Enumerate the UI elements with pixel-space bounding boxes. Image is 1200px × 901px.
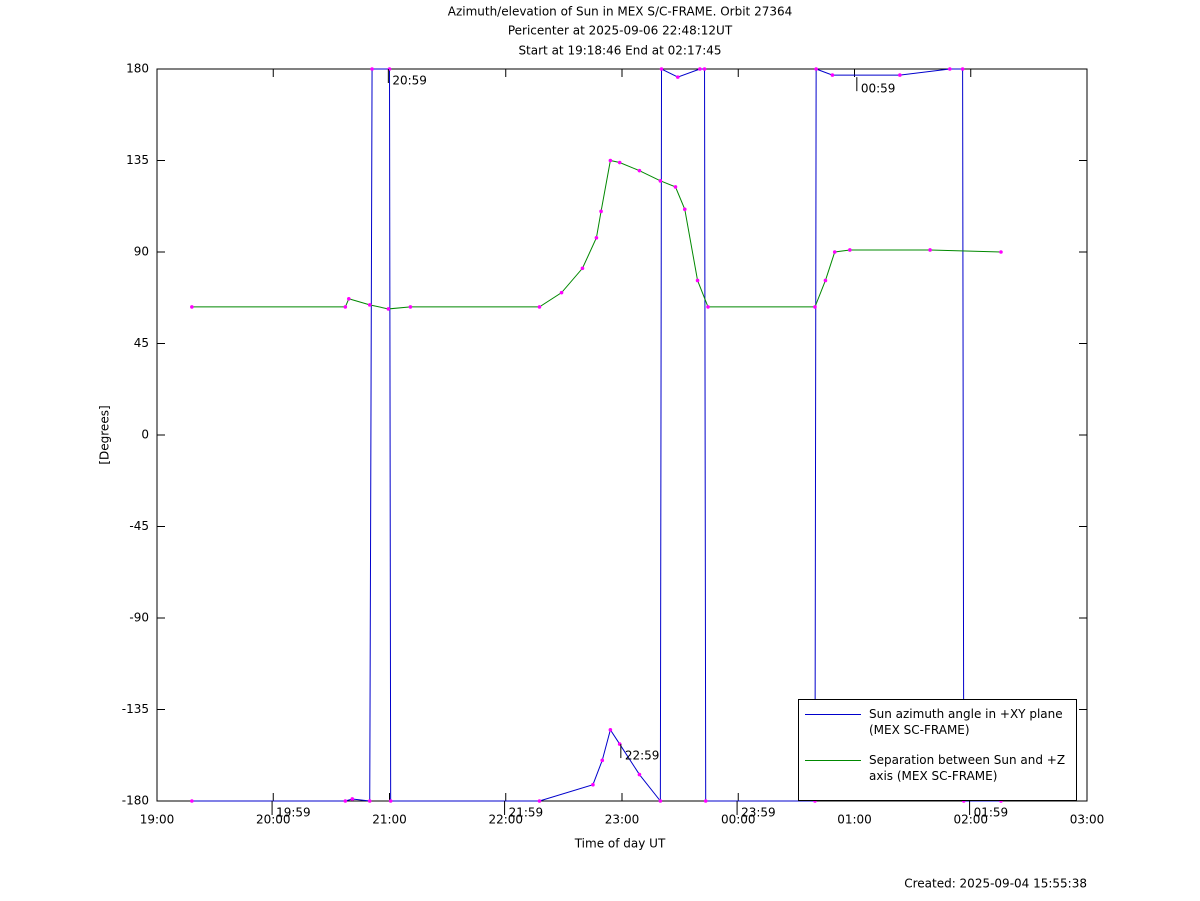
data-point — [814, 67, 818, 71]
data-point — [600, 758, 605, 763]
legend: Sun azimuth angle in +XY plane (MEX SC-F… — [798, 699, 1077, 801]
data-point — [898, 73, 902, 77]
data-point — [706, 305, 710, 309]
x-tick-label: 02:00 — [953, 813, 988, 827]
data-point — [617, 160, 622, 165]
x-tick-label: 00:00 — [721, 813, 756, 827]
data-point — [367, 303, 372, 307]
data-point — [703, 799, 708, 803]
data-point — [823, 278, 828, 283]
annotation: 00:59 — [861, 82, 896, 96]
annotation: 19:59 — [276, 806, 311, 820]
data-point — [537, 305, 542, 309]
data-point — [928, 248, 932, 252]
data-point — [190, 305, 194, 309]
x-tick-label: 20:00 — [256, 813, 291, 827]
data-point — [367, 799, 372, 803]
data-point — [580, 266, 585, 271]
chart-subtitle: Start at 19:18:46 End at 02:17:45 — [518, 44, 721, 58]
y-tick-label: -90 — [129, 611, 149, 625]
data-point — [832, 250, 837, 254]
data-point — [695, 278, 700, 283]
series-line — [191, 68, 1001, 803]
y-tick-label: 135 — [126, 153, 149, 167]
data-point — [350, 797, 355, 801]
data-point — [948, 67, 952, 71]
y-tick-label: -135 — [122, 702, 149, 716]
data-point — [599, 209, 603, 214]
data-point — [637, 168, 642, 173]
annotation: 22:59 — [625, 749, 660, 763]
data-point — [343, 305, 348, 309]
data-point — [388, 799, 393, 803]
data-point — [408, 305, 413, 309]
y-axis-label: [Degrees] — [98, 405, 112, 464]
data-point — [999, 250, 1003, 254]
x-tick-label: 19:00 — [140, 813, 175, 827]
legend-swatch — [805, 760, 861, 761]
chart-subtitle: Pericenter at 2025-09-06 22:48:12UT — [508, 24, 733, 38]
data-point — [343, 799, 348, 803]
plot-frame — [156, 68, 1088, 802]
x-tick-label: 01:00 — [837, 813, 872, 827]
data-point — [537, 799, 542, 803]
x-tick-label: 21:00 — [372, 813, 407, 827]
data-point — [848, 248, 852, 252]
y-tick-label: 90 — [134, 245, 149, 259]
data-point — [830, 73, 835, 77]
annotation: 23:59 — [741, 806, 776, 820]
x-tick-label: 23:00 — [605, 813, 640, 827]
y-tick-label: -180 — [122, 794, 149, 808]
data-point — [698, 67, 702, 71]
data-point — [370, 67, 374, 71]
data-point — [190, 799, 194, 803]
x-axis-label: Time of day UT — [574, 837, 666, 851]
data-point — [386, 307, 391, 311]
data-point — [702, 67, 707, 71]
y-tick-label: 45 — [134, 336, 149, 350]
data-point — [608, 728, 613, 732]
data-point — [594, 235, 599, 240]
annotation: 01:59 — [974, 806, 1009, 820]
legend-label: Sun azimuth angle in +XY plane (MEX SC-F… — [869, 707, 1063, 737]
footer: Created: 2025-09-04 15:55:38 — [904, 877, 1087, 891]
data-point — [608, 158, 613, 163]
data-point — [673, 185, 678, 189]
annotation: 21:59 — [509, 806, 544, 820]
chart-title: Azimuth/elevation of Sun in MEX S/C-FRAM… — [448, 5, 793, 19]
x-tick-label: 22:00 — [488, 813, 523, 827]
data-point — [658, 179, 663, 183]
legend-label: Separation between Sun and +Z axis (MEX … — [869, 753, 1066, 783]
x-tick-label: 03:00 — [1070, 813, 1105, 827]
series-line — [191, 159, 1001, 310]
data-point — [591, 782, 595, 787]
data-point — [659, 67, 664, 71]
data-point — [960, 67, 965, 71]
y-tick-label: 0 — [141, 428, 149, 442]
data-point — [559, 290, 564, 295]
annotation: 20:59 — [392, 74, 427, 88]
data-point — [682, 207, 687, 212]
y-tick-label: 180 — [126, 62, 149, 76]
data-point — [658, 799, 663, 803]
data-point — [347, 296, 351, 301]
legend-entry: Sun azimuth angle in +XY plane (MEX SC-F… — [805, 706, 1069, 738]
y-tick-label: -45 — [129, 519, 149, 533]
data-point — [676, 75, 680, 79]
data-point — [637, 772, 642, 777]
legend-entry: Separation between Sun and +Z axis (MEX … — [805, 752, 1069, 784]
legend-swatch — [805, 714, 861, 715]
data-point — [813, 305, 817, 309]
